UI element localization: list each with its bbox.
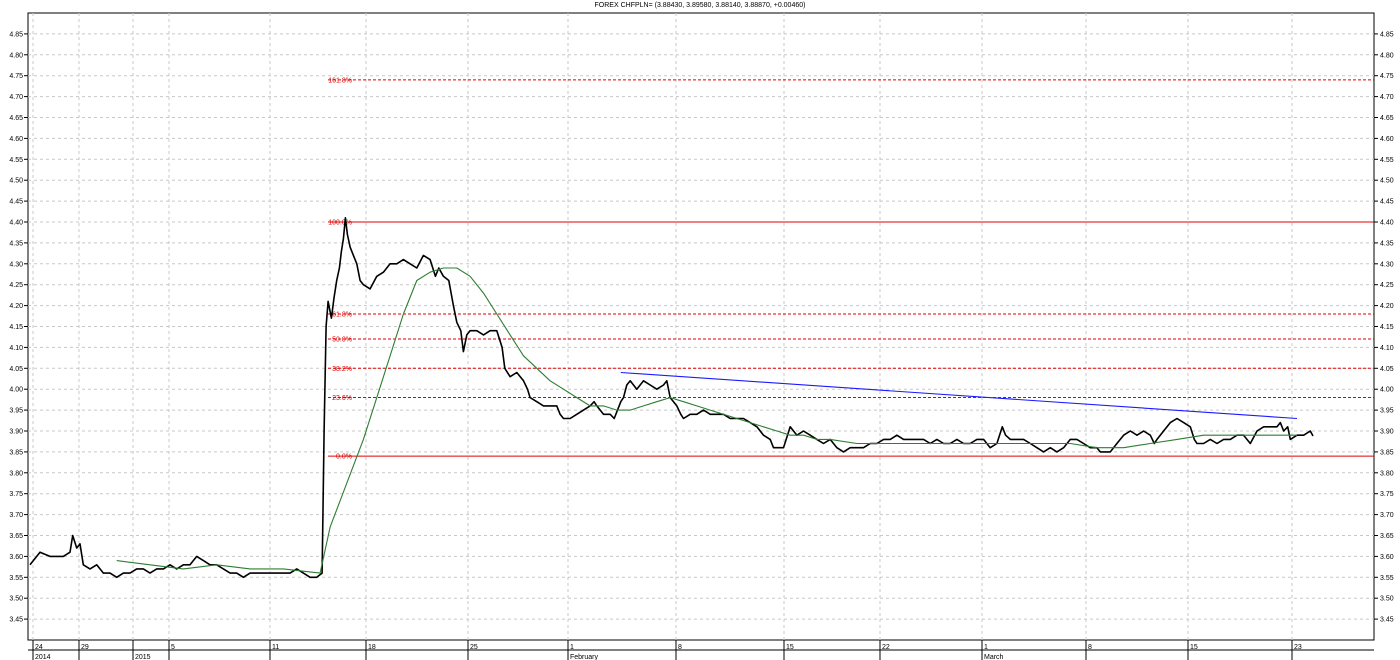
y-tick-label-right: 3.80: [1380, 470, 1394, 477]
y-tick-label-left: 4.35: [9, 240, 23, 247]
y-tick-label-left: 3.65: [9, 533, 23, 540]
y-tick-label-left: 3.90: [9, 429, 23, 436]
y-tick-label-right: 4.10: [1380, 345, 1394, 352]
fib-level-label: 61.8%: [332, 311, 352, 318]
y-tick-label-right: 3.85: [1380, 449, 1394, 456]
x-tick-label: 8: [1088, 644, 1092, 651]
y-tick-label-right: 4.15: [1380, 324, 1394, 331]
x-tick-label: 15: [1190, 644, 1198, 651]
fibonacci-levels: 161.8% 100.0% 61.8% 50.0% 38.2% 23.6% 0.0%: [328, 77, 1374, 461]
y-tick-label-left: 4.60: [9, 136, 23, 143]
y-tick-label-right: 4.70: [1380, 94, 1394, 101]
fib-level-label: 50.0%: [332, 337, 352, 344]
x-tick-label: 22: [882, 644, 890, 651]
y-tick-label-right: 4.65: [1380, 115, 1394, 122]
y-tick-label-right: 3.55: [1380, 575, 1394, 582]
y-tick-label-right: 3.95: [1380, 408, 1394, 415]
y-tick-label-left: 4.65: [9, 115, 23, 122]
y-tick-label-right: 3.75: [1380, 491, 1394, 498]
y-tick-label-right: 3.70: [1380, 512, 1394, 519]
y-tick-label-right: 4.85: [1380, 31, 1394, 38]
x-tick-label: 5: [171, 644, 175, 651]
x-tick-label: 18: [368, 644, 376, 651]
x-tick-label: 11: [272, 644, 279, 651]
y-tick-label-left: 3.80: [9, 470, 23, 477]
series-trendline: [620, 371, 1298, 420]
y-tick-label-left: 4.25: [9, 282, 23, 289]
y-tick-label-left: 3.50: [9, 596, 23, 603]
fib-level-label: 38.2%: [332, 366, 352, 373]
y-tick-label-right: 4.20: [1380, 303, 1394, 310]
x-tick-sublabel: March: [984, 654, 1004, 660]
chart-title: FOREX CHFPLN= (3.88430, 3.89580, 3.88140…: [595, 2, 806, 9]
x-tick-label: 23: [1294, 644, 1302, 651]
y-tick-label-right: 4.55: [1380, 157, 1394, 164]
y-tick-label-left: 3.75: [9, 491, 23, 498]
y-tick-label-left: 4.20: [9, 303, 23, 310]
x-tick-label: 24: [35, 644, 43, 651]
fib-level-label: 0.0%: [336, 454, 352, 461]
y-tick-label-left: 4.10: [9, 345, 23, 352]
x-tick-label: 8: [678, 644, 682, 651]
y-tick-label-right: 4.75: [1380, 73, 1394, 80]
y-tick-label-left: 4.55: [9, 157, 23, 164]
y-tick-label-left: 3.85: [9, 449, 23, 456]
fib-level-label: 23.6%: [332, 395, 352, 402]
y-tick-label-right: 4.45: [1380, 199, 1394, 206]
y-tick-label-right: 3.50: [1380, 596, 1394, 603]
fib-level-label: 100.0%: [328, 220, 352, 227]
y-tick-label-right: 3.45: [1380, 617, 1394, 624]
y-tick-label-left: 4.05: [9, 366, 23, 373]
y-tick-label-left: 4.50: [9, 178, 23, 185]
y-tick-label-left: 4.75: [9, 73, 23, 80]
y-tick-label-left: 3.45: [9, 617, 23, 624]
y-tick-label-right: 4.35: [1380, 240, 1394, 247]
x-tick-label: 15: [786, 644, 794, 651]
x-tick-sublabel: 2014: [35, 654, 51, 660]
y-tick-label-right: 4.40: [1380, 220, 1394, 227]
series-lines: [29, 217, 1314, 579]
x-tick-label: 1: [984, 644, 988, 651]
x-tick-label: 1: [570, 644, 574, 651]
series-price: [29, 217, 1314, 579]
y-tick-label-left: 4.30: [9, 261, 23, 268]
y-tick-label-right: 4.80: [1380, 52, 1394, 59]
y-tick-label-left: 3.70: [9, 512, 23, 519]
series-moving-average: [116, 267, 1297, 574]
y-tick-label-left: 3.95: [9, 408, 23, 415]
y-tick-label-left: 4.80: [9, 52, 23, 59]
y-tick-label-left: 3.60: [9, 554, 23, 561]
y-tick-label-right: 4.25: [1380, 282, 1394, 289]
y-tick-label-right: 4.30: [1380, 261, 1394, 268]
x-tick-sublabel: 2015: [135, 654, 151, 660]
y-tick-label-right: 4.00: [1380, 387, 1394, 394]
y-tick-label-right: 3.90: [1380, 429, 1394, 436]
x-tick-label: 25: [470, 644, 478, 651]
fib-level-label: 161.8%: [328, 77, 352, 84]
x-tick-label: 29: [81, 644, 89, 651]
y-tick-label-left: 4.15: [9, 324, 23, 331]
y-tick-label-right: 4.50: [1380, 178, 1394, 185]
y-tick-label-right: 4.60: [1380, 136, 1394, 143]
y-tick-label-right: 3.65: [1380, 533, 1394, 540]
y-tick-label-left: 4.70: [9, 94, 23, 101]
axes: 3.45 3.45 3.50 3.50 3.55 3.55 3.60 3.60 3.65 3.65…: [9, 31, 1394, 660]
x-tick-sublabel: February: [570, 654, 599, 660]
y-tick-label-left: 4.45: [9, 199, 23, 206]
y-tick-label-right: 4.05: [1380, 366, 1394, 373]
y-tick-label-left: 4.85: [9, 31, 23, 38]
y-tick-label-left: 4.40: [9, 220, 23, 227]
y-tick-label-left: 3.55: [9, 575, 23, 582]
y-tick-label-left: 4.00: [9, 387, 23, 394]
y-tick-label-right: 3.60: [1380, 554, 1394, 561]
